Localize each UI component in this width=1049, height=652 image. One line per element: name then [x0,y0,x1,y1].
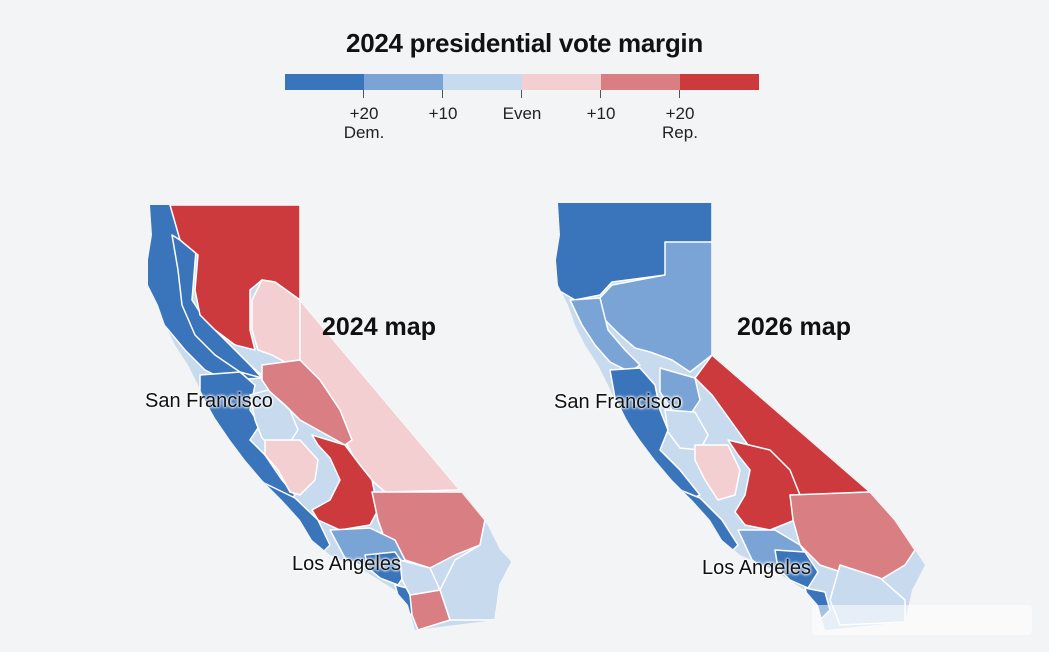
legend-tick-mark [679,90,680,98]
legend-tick-dem-10: +10 [403,104,483,123]
map-2024-los-angeles-label: Los Angeles [292,553,401,575]
legend-tick-party: Dem. [343,123,385,142]
legend-tick-mark [521,90,522,98]
legend-swatch-rep-20 [680,74,759,90]
legend-tick-mark [600,90,601,98]
district-central-valley [727,439,801,531]
legend-color-bar [285,74,759,90]
district-central-valley-south [311,434,379,531]
legend-tick-rep-10: +10 [561,104,641,123]
legend-tick-marks [285,90,757,98]
legend-tick-party: Rep. [662,123,698,142]
legend-tick-value: +10 [428,104,458,123]
legend-tick-rep-20: +20 Rep. [640,104,720,142]
district-northeast [251,279,301,363]
district-central-light [694,444,741,501]
legend-swatch-rep-10 [601,74,680,90]
legend-swatch-dem-20 [285,74,364,90]
legend-tick-value: +10 [586,104,616,123]
district-inland-empire [399,559,441,596]
watermark-overlay [812,605,1032,635]
map-2026-title: 2026 map [737,313,851,341]
legend-swatch-dem-10 [364,74,443,90]
legend-tick-even: Even [482,104,562,123]
map-2024-title: 2024 map [322,313,436,341]
map-2026-los-angeles-label: Los Angeles [702,557,811,579]
legend [285,74,759,90]
district-central-light [264,439,319,496]
legend-tick-mark [442,90,443,98]
legend-tick-value: Even [502,104,542,123]
legend-tick-value: +20 [665,104,695,123]
map-2026-san-francisco-label: San Francisco [554,391,682,413]
chart-title: 2024 presidential vote margin [346,28,703,58]
district-north-coast [556,203,713,301]
legend-tick-dem-20: +20 Dem. [324,104,404,142]
legend-tick-value: +20 [349,104,379,123]
map-2024-san-francisco-label: San Francisco [145,390,273,412]
legend-swatch-rep-even [522,74,601,90]
legend-swatch-dem-even [443,74,522,90]
legend-tick-mark [363,90,364,98]
